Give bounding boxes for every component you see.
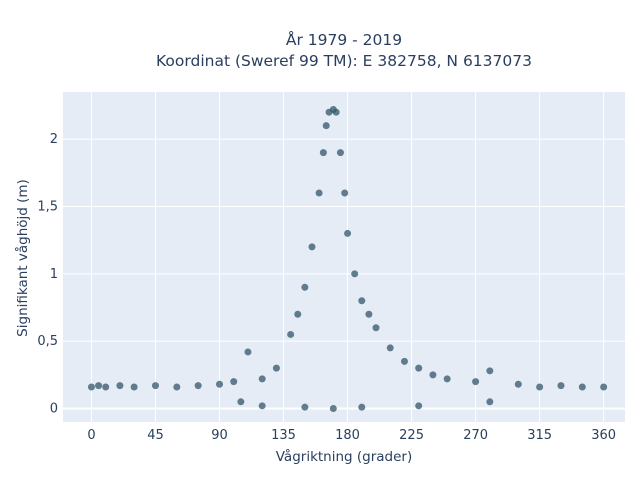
data-point — [272, 364, 280, 372]
data-point — [216, 380, 224, 388]
data-point — [341, 189, 349, 197]
data-point — [258, 375, 266, 383]
data-point — [429, 371, 437, 379]
data-point — [95, 382, 103, 390]
data-point — [308, 243, 316, 251]
y-tick-label: 0 — [50, 402, 58, 417]
plot-area — [63, 92, 625, 422]
x-tick-label: 0 — [87, 428, 95, 443]
x-tick-label: 45 — [147, 428, 164, 443]
data-point — [578, 383, 586, 391]
data-point — [514, 380, 522, 388]
data-point — [87, 383, 95, 391]
y-axis-title: Signifikant våghöjd (m) — [14, 179, 31, 337]
x-tick-label: 360 — [591, 428, 616, 443]
data-point — [332, 108, 340, 116]
data-point — [336, 149, 344, 157]
data-point — [386, 344, 394, 352]
data-point — [230, 378, 238, 386]
data-point — [287, 330, 295, 338]
data-point — [319, 149, 327, 157]
data-point — [415, 364, 423, 372]
data-point — [116, 382, 124, 390]
data-point — [358, 297, 366, 305]
data-point — [102, 383, 110, 391]
x-tick-label: 225 — [399, 428, 424, 443]
data-point — [472, 378, 480, 386]
y-tick-label: 1,5 — [37, 199, 58, 214]
data-point — [151, 382, 159, 390]
data-point — [301, 403, 309, 411]
y-tick-label: 2 — [50, 132, 58, 147]
data-points — [87, 106, 608, 413]
data-point — [372, 324, 380, 332]
data-point — [415, 402, 423, 410]
data-point — [536, 383, 544, 391]
data-point — [329, 405, 337, 413]
y-tick-label: 0,5 — [37, 334, 58, 349]
data-point — [557, 382, 565, 390]
chart-title: År 1979 - 2019 — [286, 30, 402, 49]
data-point — [194, 382, 202, 390]
x-tick-label: 90 — [211, 428, 228, 443]
x-tick-label: 270 — [463, 428, 488, 443]
data-point — [130, 383, 138, 391]
x-tick-label: 135 — [271, 428, 296, 443]
data-point — [301, 283, 309, 291]
data-point — [294, 310, 302, 318]
grid-lines — [63, 92, 625, 422]
data-point — [443, 375, 451, 383]
x-tick-label: 180 — [335, 428, 360, 443]
data-point — [344, 229, 352, 237]
data-point — [486, 367, 494, 375]
data-point — [237, 398, 245, 406]
chart-subtitle: Koordinat (Sweref 99 TM): E 382758, N 61… — [156, 52, 532, 70]
data-point — [600, 383, 608, 391]
y-tick-labels: 0 0,5 1 1,5 2 — [37, 132, 58, 416]
data-point — [258, 402, 266, 410]
x-tick-label: 315 — [527, 428, 552, 443]
data-point — [244, 348, 252, 356]
y-tick-label: 1 — [50, 267, 58, 282]
data-point — [358, 403, 366, 411]
data-point — [351, 270, 359, 278]
data-point — [322, 122, 330, 130]
data-point — [173, 383, 181, 391]
data-point — [486, 398, 494, 406]
x-tick-labels: 0 45 90 135 180 225 270 315 360 — [87, 428, 616, 443]
x-axis-title: Vågriktning (grader) — [276, 448, 413, 465]
data-point — [400, 357, 408, 365]
data-point — [315, 189, 323, 197]
data-point — [365, 310, 373, 318]
